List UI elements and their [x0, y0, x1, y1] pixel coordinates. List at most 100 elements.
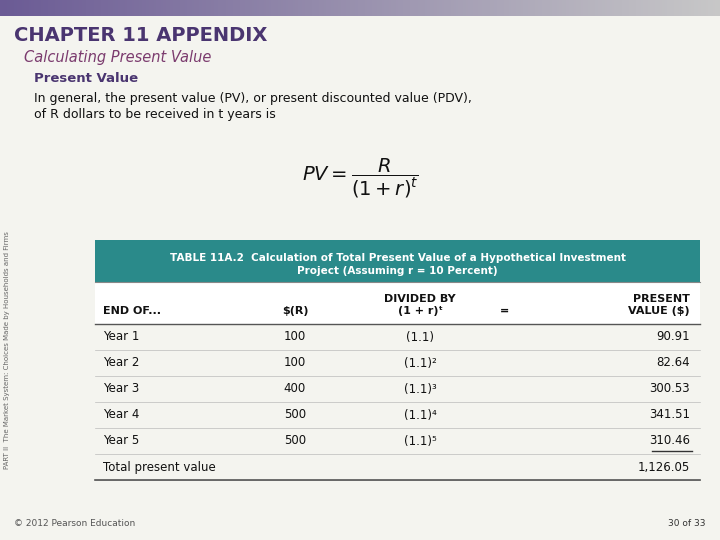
Bar [540, 0, 542, 16]
Bar [286, 0, 288, 16]
Text: Year 2: Year 2 [103, 356, 140, 369]
Bar [247, 0, 250, 16]
Bar [413, 0, 415, 16]
Bar [146, 0, 149, 16]
Bar [636, 0, 639, 16]
Bar [463, 0, 466, 16]
Bar [718, 0, 720, 16]
Text: 310.46: 310.46 [649, 435, 690, 448]
Bar [166, 0, 168, 16]
Bar [382, 0, 384, 16]
Bar [261, 0, 264, 16]
Bar [117, 0, 120, 16]
Text: (1.1)⁴: (1.1)⁴ [404, 408, 436, 422]
Bar [84, 0, 86, 16]
Bar [672, 0, 675, 16]
Bar [305, 0, 307, 16]
Bar [509, 0, 511, 16]
Bar [492, 0, 495, 16]
Bar [600, 0, 603, 16]
Bar [338, 0, 341, 16]
Bar [41, 0, 43, 16]
Text: 30 of 33: 30 of 33 [668, 519, 706, 528]
Bar [655, 0, 657, 16]
Bar [319, 0, 322, 16]
Bar [60, 0, 63, 16]
Bar [312, 0, 315, 16]
Text: $PV = \dfrac{R}{(1+r)^{t}}$: $PV = \dfrac{R}{(1+r)^{t}}$ [302, 156, 418, 200]
Bar [307, 0, 310, 16]
Bar [202, 0, 204, 16]
Bar [204, 0, 207, 16]
Bar [173, 0, 175, 16]
Bar [369, 0, 372, 16]
Bar [379, 0, 382, 16]
Text: Year 1: Year 1 [103, 330, 140, 343]
Bar [257, 0, 259, 16]
Bar [259, 0, 261, 16]
Text: Project (Assuming r = 10 Percent): Project (Assuming r = 10 Percent) [297, 266, 498, 276]
Bar [693, 0, 696, 16]
Bar [430, 0, 432, 16]
Bar [293, 0, 295, 16]
Bar [660, 0, 662, 16]
Bar [24, 0, 27, 16]
Bar [178, 0, 180, 16]
Bar [617, 0, 619, 16]
Bar [523, 0, 526, 16]
Bar [180, 0, 182, 16]
Bar [410, 0, 413, 16]
Bar [713, 0, 715, 16]
Bar [0, 0, 2, 16]
Bar [634, 0, 636, 16]
Bar [629, 0, 631, 16]
Bar [324, 0, 326, 16]
Bar [221, 0, 223, 16]
Bar [343, 0, 346, 16]
Bar [250, 0, 252, 16]
Bar [590, 0, 593, 16]
Bar [533, 0, 535, 16]
Bar [194, 0, 197, 16]
Bar [401, 0, 403, 16]
Bar [48, 0, 50, 16]
Bar [254, 0, 257, 16]
Bar [22, 0, 24, 16]
Bar [351, 0, 353, 16]
Bar [127, 0, 130, 16]
Bar [58, 0, 60, 16]
Bar [12, 0, 14, 16]
Bar [677, 0, 679, 16]
Bar [420, 0, 423, 16]
Bar [53, 0, 55, 16]
Bar [384, 0, 387, 16]
Text: 90.91: 90.91 [657, 330, 690, 343]
Bar [283, 0, 286, 16]
Bar [346, 0, 348, 16]
Bar [526, 0, 528, 16]
Bar [14, 0, 17, 16]
Bar [423, 0, 425, 16]
Bar [271, 0, 274, 16]
Bar [549, 0, 552, 16]
Bar [612, 0, 614, 16]
Bar [274, 0, 276, 16]
Bar [477, 0, 480, 16]
Bar [103, 0, 106, 16]
Bar [624, 0, 626, 16]
Bar [218, 0, 221, 16]
Bar [185, 0, 187, 16]
Bar [125, 0, 127, 16]
Text: Year 5: Year 5 [103, 435, 139, 448]
Text: (1 + r)ᵗ: (1 + r)ᵗ [397, 306, 442, 316]
Bar [432, 0, 434, 16]
Bar [175, 0, 178, 16]
Text: Present Value: Present Value [34, 72, 138, 85]
Bar [711, 0, 713, 16]
Text: 400: 400 [284, 382, 306, 395]
Bar [696, 0, 698, 16]
Bar [7, 0, 9, 16]
Text: PRESENT: PRESENT [633, 294, 690, 304]
Bar [96, 0, 99, 16]
Bar [662, 0, 665, 16]
